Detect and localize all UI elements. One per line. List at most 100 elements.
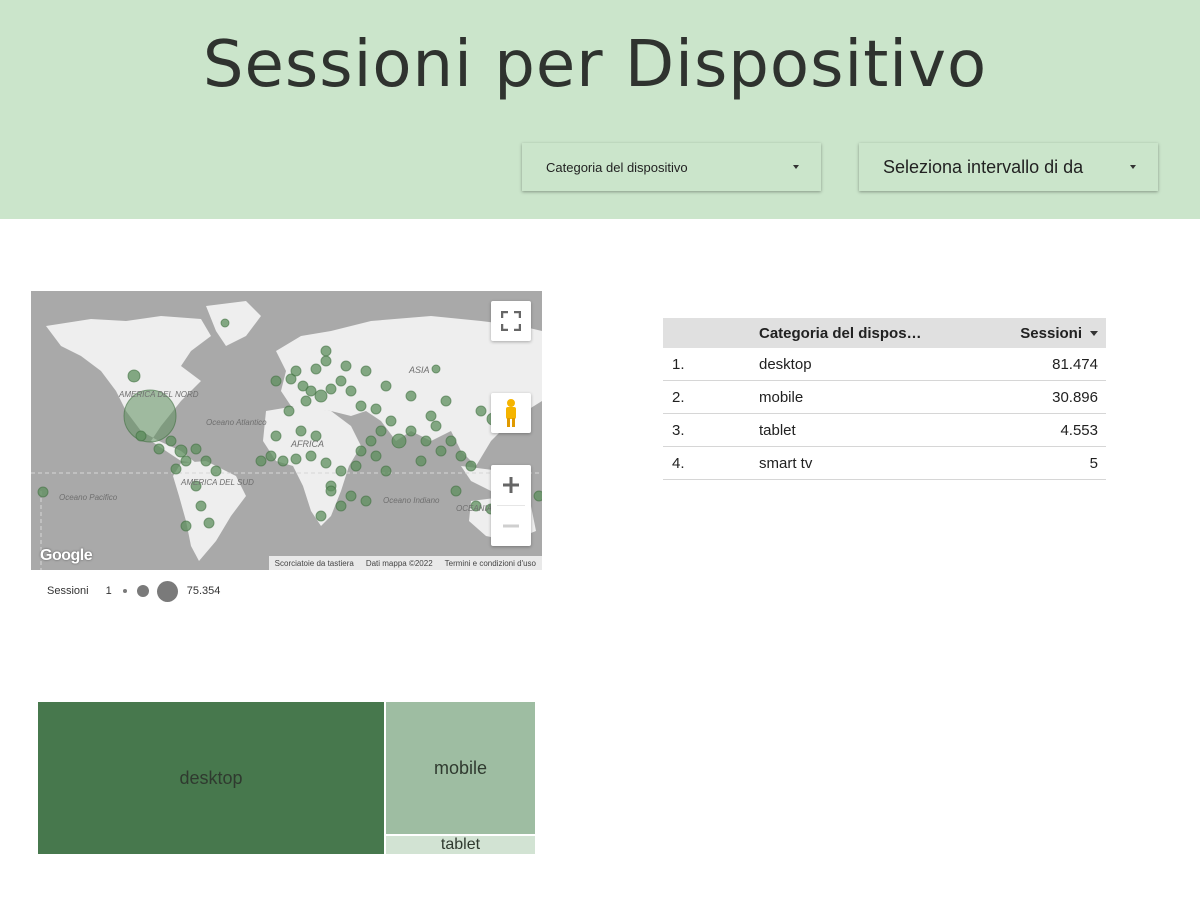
- session-bubble[interactable]: [370, 403, 382, 415]
- session-bubble[interactable]: [335, 375, 347, 387]
- session-bubble[interactable]: [270, 430, 282, 442]
- session-bubble[interactable]: [450, 485, 462, 497]
- session-bubble[interactable]: [320, 457, 332, 469]
- session-bubble[interactable]: [180, 455, 192, 467]
- session-bubble[interactable]: [345, 385, 357, 397]
- session-bubble[interactable]: [335, 465, 347, 477]
- session-bubble[interactable]: [325, 383, 337, 395]
- keyboard-shortcuts-link[interactable]: Scorciatoie da tastiera: [274, 558, 354, 568]
- session-bubble[interactable]: [340, 360, 352, 372]
- session-bubble[interactable]: [375, 425, 387, 437]
- session-bubble[interactable]: [195, 500, 207, 512]
- session-bubble[interactable]: [345, 490, 357, 502]
- session-bubble[interactable]: [425, 410, 437, 422]
- ocean-label: Oceano Pacifico: [59, 493, 118, 502]
- table-row[interactable]: 1. desktop 81.474: [663, 348, 1106, 381]
- session-bubble[interactable]: [305, 385, 317, 397]
- column-header-category[interactable]: Categoria del dispos…: [759, 324, 922, 342]
- legend-dot-medium: [136, 585, 149, 597]
- treemap-cell-tablet[interactable]: tablet: [385, 835, 536, 855]
- session-bubble[interactable]: [165, 435, 177, 447]
- session-bubble[interactable]: [320, 355, 332, 367]
- session-bubble[interactable]: [365, 435, 377, 447]
- session-bubble[interactable]: [440, 395, 452, 407]
- session-bubble[interactable]: [475, 405, 487, 417]
- fullscreen-button[interactable]: [491, 301, 531, 341]
- treemap-cell-desktop[interactable]: desktop: [37, 701, 385, 855]
- session-bubble[interactable]: [385, 415, 397, 427]
- zoom-out-button[interactable]: [491, 506, 531, 546]
- zoom-in-button[interactable]: [491, 465, 531, 505]
- session-bubble[interactable]: [203, 517, 215, 529]
- session-bubble[interactable]: [315, 510, 327, 522]
- table-row[interactable]: 3. tablet 4.553: [663, 414, 1106, 447]
- session-bubble[interactable]: [415, 455, 427, 467]
- date-range-filter[interactable]: Seleziona intervallo di da: [859, 143, 1158, 191]
- session-bubble[interactable]: [37, 486, 49, 498]
- session-bubble[interactable]: [300, 395, 312, 407]
- session-bubble[interactable]: [255, 455, 267, 467]
- column-header-sessions[interactable]: Sessioni: [1020, 318, 1098, 348]
- session-bubble[interactable]: [265, 450, 277, 462]
- session-bubble[interactable]: [127, 369, 141, 383]
- session-bubble[interactable]: [200, 455, 212, 467]
- session-bubble[interactable]: [380, 465, 392, 477]
- device-category-filter[interactable]: Categoria del dispositivo: [522, 143, 821, 191]
- session-bubble[interactable]: [360, 495, 372, 507]
- session-bubble[interactable]: [370, 450, 382, 462]
- session-bubble[interactable]: [180, 520, 192, 532]
- session-bubble[interactable]: [305, 450, 317, 462]
- session-bubble[interactable]: [470, 500, 482, 512]
- street-view-button[interactable]: [491, 393, 531, 433]
- table-row[interactable]: 4. smart tv 5: [663, 447, 1106, 480]
- session-bubble[interactable]: [285, 373, 297, 385]
- session-bubble[interactable]: [295, 425, 307, 437]
- session-bubble[interactable]: [153, 443, 165, 455]
- session-bubble[interactable]: [135, 430, 147, 442]
- session-bubble[interactable]: [360, 365, 372, 377]
- session-bubble[interactable]: [455, 450, 467, 462]
- session-bubble[interactable]: [297, 380, 309, 392]
- session-bubble[interactable]: [283, 405, 295, 417]
- session-bubble[interactable]: [335, 500, 347, 512]
- session-bubble[interactable]: [431, 364, 441, 374]
- session-bubble[interactable]: [320, 345, 332, 357]
- session-bubble[interactable]: [210, 465, 222, 477]
- treemap-cell-mobile[interactable]: mobile: [385, 701, 536, 835]
- session-bubble[interactable]: [170, 463, 182, 475]
- session-bubble[interactable]: [405, 390, 417, 402]
- session-bubble[interactable]: [277, 455, 289, 467]
- session-bubble[interactable]: [465, 460, 477, 472]
- device-treemap: desktop mobile tablet: [37, 701, 536, 855]
- session-bubble[interactable]: [314, 389, 328, 403]
- session-bubble[interactable]: [380, 380, 392, 392]
- session-bubble[interactable]: [190, 443, 202, 455]
- session-bubble[interactable]: [405, 425, 417, 437]
- session-bubble[interactable]: [533, 490, 542, 502]
- session-bubble[interactable]: [123, 389, 177, 443]
- continent-label: AFRICA: [291, 439, 325, 449]
- session-bubble[interactable]: [310, 363, 322, 375]
- session-bubble[interactable]: [355, 400, 367, 412]
- row-rank: 4.: [672, 454, 685, 472]
- session-bubble[interactable]: [350, 460, 362, 472]
- table-row[interactable]: 2. mobile 30.896: [663, 381, 1106, 414]
- map-attribution: Scorciatoie da tastiera Dati mappa ©2022…: [268, 556, 542, 570]
- session-bubble[interactable]: [430, 420, 442, 432]
- session-bubble[interactable]: [435, 445, 447, 457]
- session-bubble[interactable]: [310, 430, 322, 442]
- session-bubble[interactable]: [420, 435, 432, 447]
- session-bubble[interactable]: [174, 444, 188, 458]
- row-category: smart tv: [759, 454, 813, 472]
- session-bubble[interactable]: [290, 365, 302, 377]
- session-bubble[interactable]: [190, 480, 202, 492]
- session-bubble[interactable]: [445, 435, 457, 447]
- session-bubble[interactable]: [270, 375, 282, 387]
- session-bubble[interactable]: [220, 318, 230, 328]
- geo-map[interactable]: AMERICA DEL NORD AMERICA DEL SUD AFRICA …: [31, 291, 542, 570]
- session-bubble[interactable]: [290, 453, 302, 465]
- session-bubble[interactable]: [391, 433, 407, 449]
- terms-link[interactable]: Termini e condizioni d'uso: [444, 558, 536, 568]
- session-bubble[interactable]: [325, 485, 337, 497]
- session-bubble[interactable]: [355, 445, 367, 457]
